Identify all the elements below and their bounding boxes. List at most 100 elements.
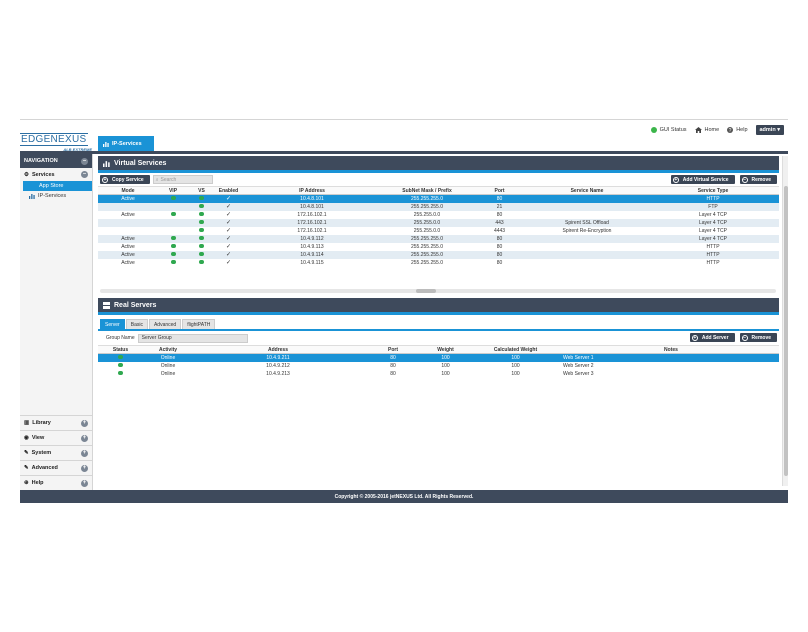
- copy-service-button[interactable]: + Copy Service: [100, 175, 150, 184]
- sidebar: NAVIGATION – ⚙ Services – App Store IP-S…: [20, 154, 93, 490]
- cell-mode: Active: [98, 234, 158, 243]
- cell-notes: Web Server 1: [563, 353, 779, 362]
- sidebar-item-view[interactable]: ◉ View +: [20, 430, 92, 445]
- cell-mask: 255.255.0.0: [413, 211, 441, 218]
- chart-icon: [29, 194, 35, 199]
- enabled-checkbox[interactable]: ✓: [226, 219, 232, 226]
- tab-basic[interactable]: Basic: [125, 319, 148, 329]
- enabled-checkbox[interactable]: ✓: [226, 251, 232, 258]
- column-header[interactable]: Service Name: [527, 186, 647, 195]
- expand-icon[interactable]: +: [81, 449, 88, 457]
- cell-notes: Web Server 2: [563, 362, 594, 369]
- column-header[interactable]: VS: [188, 186, 215, 195]
- horizontal-scrollbar[interactable]: [100, 289, 776, 293]
- column-header[interactable]: IP Address: [242, 186, 382, 195]
- table-row[interactable]: Active ✓ 10.4.9.113 255.255.255.0 80 HTTP: [98, 243, 779, 251]
- table-row[interactable]: ✓ 172.16.102.1 255.255.0.0 4443 Spirent Re-E…: [98, 227, 779, 235]
- add-virtual-service-button[interactable]: + Add Virtual Service: [670, 175, 735, 184]
- group-name-input[interactable]: Server Group: [137, 333, 248, 343]
- remove-server-button[interactable]: – Remove: [739, 333, 777, 342]
- gear-icon: ⚙: [24, 171, 29, 178]
- column-header[interactable]: Service Type: [647, 186, 779, 195]
- cell-weight: 100: [441, 370, 450, 377]
- table-row[interactable]: Online 10.4.9.213 80 100 100 Web Server 3: [98, 370, 779, 378]
- cell-port: 443: [472, 218, 527, 227]
- enabled-checkbox[interactable]: ✓: [226, 211, 232, 218]
- collapse-icon[interactable]: –: [81, 171, 88, 178]
- column-header[interactable]: Port: [472, 186, 527, 195]
- table-row[interactable]: Active ✓ 10.4.9.115 255.255.255.0 80 HTTP: [98, 259, 779, 267]
- cell-ip: 10.4.9.115: [300, 259, 324, 266]
- table-row[interactable]: Active ✓ 172.16.102.1 255.255.0.0 80 Layer 4 …: [98, 211, 779, 219]
- cell-ip: 172.16.102.1: [297, 211, 327, 218]
- column-header[interactable]: Enabled: [215, 186, 242, 195]
- column-header[interactable]: SubNet Mask / Prefix: [382, 186, 472, 195]
- enabled-checkbox[interactable]: ✓: [226, 259, 232, 266]
- tab-server[interactable]: Server: [100, 319, 125, 329]
- cell-port: 80: [390, 362, 396, 369]
- table-row[interactable]: ✓ 172.16.102.1 255.255.0.0 443 Spirent SSL O…: [98, 218, 779, 227]
- table-header-row: Mode VIP VS Enabled IP Address SubNet Ma…: [98, 186, 779, 195]
- add-server-button[interactable]: + Add Server: [689, 333, 735, 342]
- status-dot-icon: [199, 204, 204, 209]
- sidebar-item-advanced[interactable]: ✎ Advanced +: [20, 460, 92, 475]
- cell-service-name: [527, 259, 647, 267]
- scroll-thumb[interactable]: [784, 186, 788, 476]
- column-header[interactable]: VIP: [158, 186, 188, 195]
- cell-service-type: FTP: [647, 202, 779, 211]
- real-server-tabs: Server Basic Advanced flightPATH: [98, 317, 779, 329]
- gui-status-button[interactable]: GUI Status: [650, 127, 687, 133]
- sidebar-item-services[interactable]: ⚙ Services –: [20, 168, 92, 181]
- cell-mode: Active: [121, 259, 135, 266]
- collapse-icon[interactable]: –: [81, 157, 88, 165]
- sidebar-subitem-app-store[interactable]: App Store: [23, 181, 92, 191]
- enabled-checkbox[interactable]: ✓: [226, 203, 232, 210]
- column-header[interactable]: Activity: [143, 345, 193, 354]
- enabled-checkbox[interactable]: ✓: [226, 235, 232, 242]
- search-input[interactable]: ⌕ Search: [152, 175, 213, 184]
- expand-icon[interactable]: +: [81, 419, 88, 427]
- remove-virtual-service-button[interactable]: – Remove: [739, 175, 777, 184]
- table-row[interactable]: Active ✓ 10.4.9.112 255.255.255.0 80 Layer 4 …: [98, 234, 779, 243]
- status-dot-icon: [199, 252, 204, 257]
- sidebar-subitem-ip-services[interactable]: IP-Services: [20, 191, 92, 201]
- tab-flightpath[interactable]: flightPATH: [182, 319, 216, 329]
- cell-service-type: Layer 4 TCP: [647, 234, 779, 243]
- cell-port: 80: [390, 370, 396, 377]
- column-header[interactable]: Status: [98, 345, 143, 354]
- column-header[interactable]: Calculated Weight: [468, 345, 563, 354]
- enabled-checkbox[interactable]: ✓: [226, 227, 232, 234]
- enabled-checkbox[interactable]: ✓: [226, 243, 232, 250]
- column-header[interactable]: Mode: [98, 186, 158, 195]
- tab-advanced[interactable]: Advanced: [148, 319, 182, 329]
- sidebar-item-system[interactable]: ✎ System +: [20, 445, 92, 460]
- cell-mode: [98, 227, 158, 235]
- expand-icon[interactable]: +: [81, 434, 88, 442]
- column-header[interactable]: Weight: [423, 345, 468, 354]
- help-label: Help: [736, 127, 748, 133]
- column-header[interactable]: Notes: [563, 345, 779, 354]
- scroll-handle[interactable]: [416, 289, 436, 293]
- vertical-scrollbar[interactable]: [782, 156, 788, 486]
- table-row[interactable]: Online 10.4.9.212 80 100 100 Web Server 2: [98, 362, 779, 370]
- table-row[interactable]: ✓ 10.4.8.101 255.255.255.0 21 FTP: [98, 202, 779, 211]
- expand-icon[interactable]: +: [81, 479, 88, 487]
- column-header[interactable]: Address: [193, 345, 363, 354]
- table-row[interactable]: Active ✓ 10.4.8.101 255.255.255.0 80 HTTP: [98, 194, 779, 203]
- column-header[interactable]: Port: [363, 345, 423, 354]
- sidebar-item-help[interactable]: ⊕ Help +: [20, 475, 92, 490]
- tab-ip-services[interactable]: IP-Services: [98, 136, 154, 151]
- enabled-checkbox[interactable]: ✓: [226, 195, 232, 202]
- cell-port: 80: [496, 211, 503, 218]
- sidebar-item-library[interactable]: ▥ Library +: [20, 415, 92, 430]
- home-button[interactable]: Home: [694, 127, 719, 133]
- table-row[interactable]: Active ✓ 10.4.9.114 255.255.255.0 80 HTTP: [98, 250, 779, 259]
- table-row[interactable]: Online 10.4.9.211 80 100 100 Web Server 1: [98, 353, 779, 362]
- status-dot-icon: [199, 196, 204, 201]
- user-menu-button[interactable]: admin ▾: [755, 125, 784, 135]
- cell-service-type: HTTP: [706, 259, 720, 266]
- help-button[interactable]: ? Help: [727, 127, 748, 133]
- minus-icon: –: [741, 334, 748, 341]
- expand-icon[interactable]: +: [81, 464, 88, 472]
- gui-status-label: GUI Status: [659, 127, 687, 133]
